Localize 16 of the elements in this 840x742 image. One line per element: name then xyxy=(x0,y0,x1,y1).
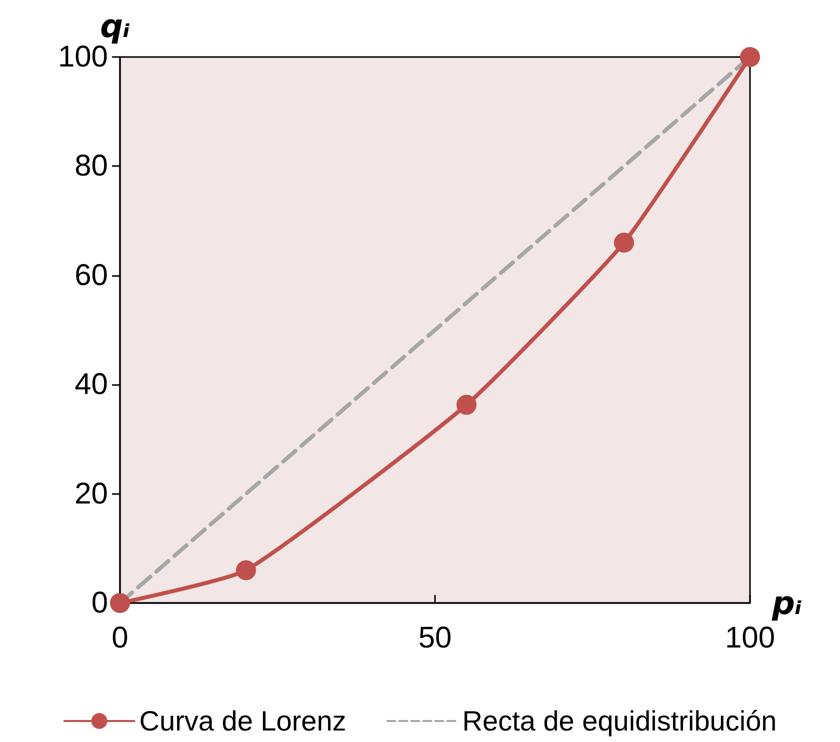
point xyxy=(614,232,634,253)
y-tick-label: 20 xyxy=(74,477,108,510)
y-tick-label: 0 xyxy=(91,586,108,620)
y-tick-label: 80 xyxy=(74,150,108,183)
x-tick-label: 50 xyxy=(418,622,452,654)
legend-label: Recta de equidistribución xyxy=(462,706,777,736)
x-tick-label: 0 xyxy=(112,622,128,654)
point xyxy=(740,47,760,67)
x-tick-label: 100 xyxy=(724,622,776,654)
point xyxy=(456,394,476,415)
y-tick-label: 60 xyxy=(74,258,108,292)
point xyxy=(110,593,130,613)
x-axis-title: pᵢ xyxy=(771,584,802,622)
y-tick-label: 40 xyxy=(74,368,108,402)
point xyxy=(236,560,256,580)
legend-label: Curva de Lorenz xyxy=(139,706,346,736)
